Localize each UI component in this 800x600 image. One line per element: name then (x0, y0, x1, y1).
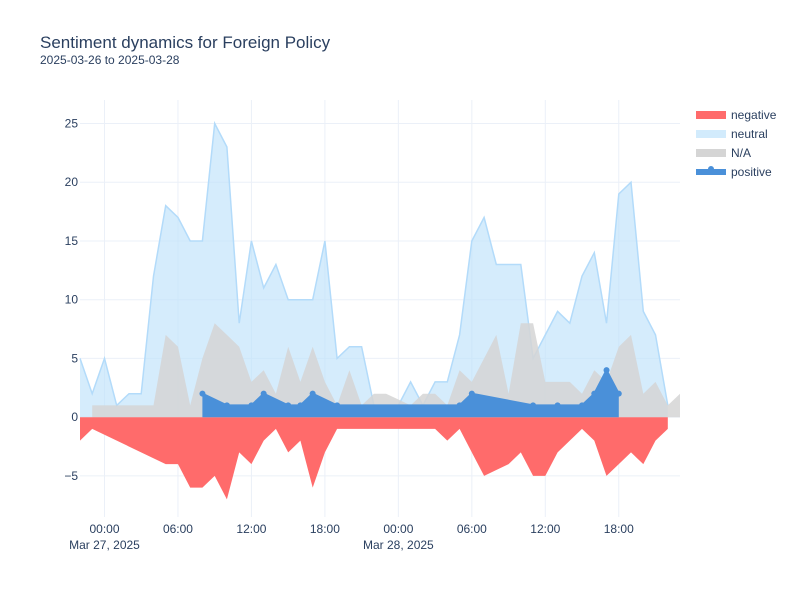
x-tick-label: 12:00 (530, 522, 560, 536)
series-areas (79, 120, 680, 500)
legend-marker (708, 166, 714, 172)
legend[interactable]: negative neutral N/A positive (696, 108, 777, 179)
legend-swatch (696, 149, 726, 157)
axis-labels: −5 0 5 10 15 20 25 00:00 Mar 27, 2025 06:00 12:00 1… (64, 116, 634, 552)
positive-point[interactable] (260, 390, 267, 397)
legend-swatch (696, 130, 726, 138)
positive-point[interactable] (468, 390, 475, 397)
legend-item-positive[interactable]: positive (696, 165, 772, 179)
legend-swatch (696, 111, 726, 119)
area-na (92, 323, 680, 418)
y-tick-label: 10 (65, 293, 79, 307)
x-tick-label: 18:00 (310, 522, 340, 536)
positive-point[interactable] (297, 402, 304, 409)
x-tick-label: 12:00 (236, 522, 266, 536)
x-tick-label: 00:00 (89, 522, 119, 536)
positive-point[interactable] (199, 390, 206, 397)
x-tick-sublabel: Mar 27, 2025 (69, 538, 140, 552)
positive-point[interactable] (530, 402, 537, 409)
y-tick-label: 0 (71, 410, 78, 424)
positive-point[interactable] (309, 390, 316, 397)
x-tick-label: 18:00 (604, 522, 634, 536)
area-negative (80, 417, 668, 500)
legend-item-negative[interactable]: negative (696, 108, 777, 122)
positive-point[interactable] (223, 402, 230, 409)
line-neutral (79, 120, 669, 408)
positive-point[interactable] (603, 367, 610, 374)
positive-point[interactable] (579, 402, 586, 409)
legend-item-neutral[interactable]: neutral (696, 127, 768, 141)
positive-point[interactable] (285, 402, 292, 409)
positive-point[interactable] (554, 402, 561, 409)
positive-point[interactable] (334, 402, 341, 409)
legend-label: positive (731, 165, 772, 179)
positive-point[interactable] (591, 390, 598, 397)
y-tick-label: 25 (65, 116, 79, 130)
positive-point[interactable] (248, 402, 255, 409)
legend-label: negative (731, 108, 777, 122)
positive-point[interactable] (456, 402, 463, 409)
y-tick-label: −5 (64, 469, 78, 483)
chart-title: Sentiment dynamics for Foreign Policy (40, 33, 331, 52)
x-tick-label: 06:00 (163, 522, 193, 536)
legend-label: neutral (731, 127, 768, 141)
area-positive (202, 370, 619, 418)
y-tick-label: 20 (65, 175, 79, 189)
chart-subtitle: 2025-03-26 to 2025-03-28 (40, 53, 180, 67)
x-tick-sublabel: Mar 28, 2025 (363, 538, 434, 552)
y-tick-label: 15 (65, 234, 79, 248)
x-tick-label: 06:00 (457, 522, 487, 536)
positive-point[interactable] (615, 390, 622, 397)
x-tick-label: 00:00 (383, 522, 413, 536)
legend-item-na[interactable]: N/A (696, 146, 751, 160)
line-positive (201, 368, 620, 407)
y-tick-label: 5 (71, 351, 78, 365)
legend-label: N/A (731, 146, 751, 160)
